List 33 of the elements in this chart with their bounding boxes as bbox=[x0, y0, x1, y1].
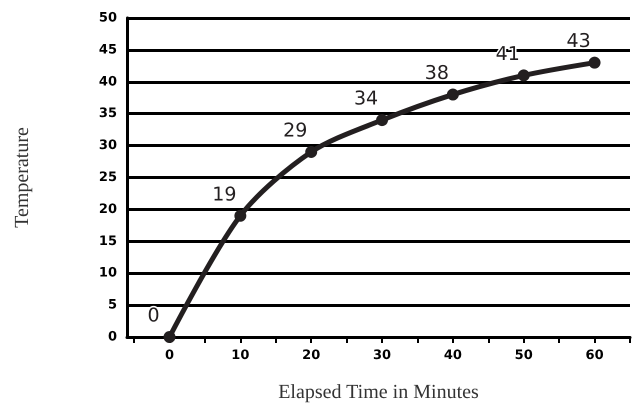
y-tick-label: 50 bbox=[98, 10, 117, 26]
data-label: 43 bbox=[566, 30, 591, 52]
point bbox=[446, 88, 459, 101]
point bbox=[234, 210, 246, 222]
y-tick-label: 25 bbox=[98, 170, 117, 185]
point bbox=[164, 331, 176, 343]
x-tick-label: 30 bbox=[372, 348, 392, 363]
data-label: 38 bbox=[424, 62, 449, 84]
y-tick-label: 40 bbox=[98, 74, 117, 90]
y-tick-label: 35 bbox=[98, 106, 117, 122]
y-axis-title: Temperature bbox=[11, 127, 33, 228]
point bbox=[518, 69, 530, 82]
y-tick-label: 15 bbox=[98, 234, 117, 249]
x-axis-title: Elapsed Time in Minutes bbox=[278, 381, 479, 403]
data-label: 0 bbox=[147, 304, 160, 326]
x-tick-label: 50 bbox=[514, 348, 533, 363]
point bbox=[305, 146, 318, 158]
x-tick-label: 10 bbox=[231, 348, 250, 363]
y-tick-label: 45 bbox=[98, 42, 117, 58]
y-tick-label: 0 bbox=[108, 330, 117, 344]
point bbox=[588, 56, 601, 69]
x-tick-label: 60 bbox=[586, 348, 604, 363]
data-label: 34 bbox=[354, 88, 378, 110]
x-tick-label: 0 bbox=[164, 348, 174, 363]
x-tick-label: 40 bbox=[444, 348, 462, 363]
point bbox=[376, 114, 388, 126]
data-label: 29 bbox=[283, 119, 308, 142]
x-tick-label: 20 bbox=[302, 348, 320, 363]
y-tick-label: 20 bbox=[98, 202, 117, 217]
y-tick-label: 5 bbox=[108, 298, 117, 313]
y-tick-label: 10 bbox=[98, 266, 117, 281]
data-label: 19 bbox=[212, 183, 236, 206]
y-tick-label: 30 bbox=[98, 138, 117, 154]
